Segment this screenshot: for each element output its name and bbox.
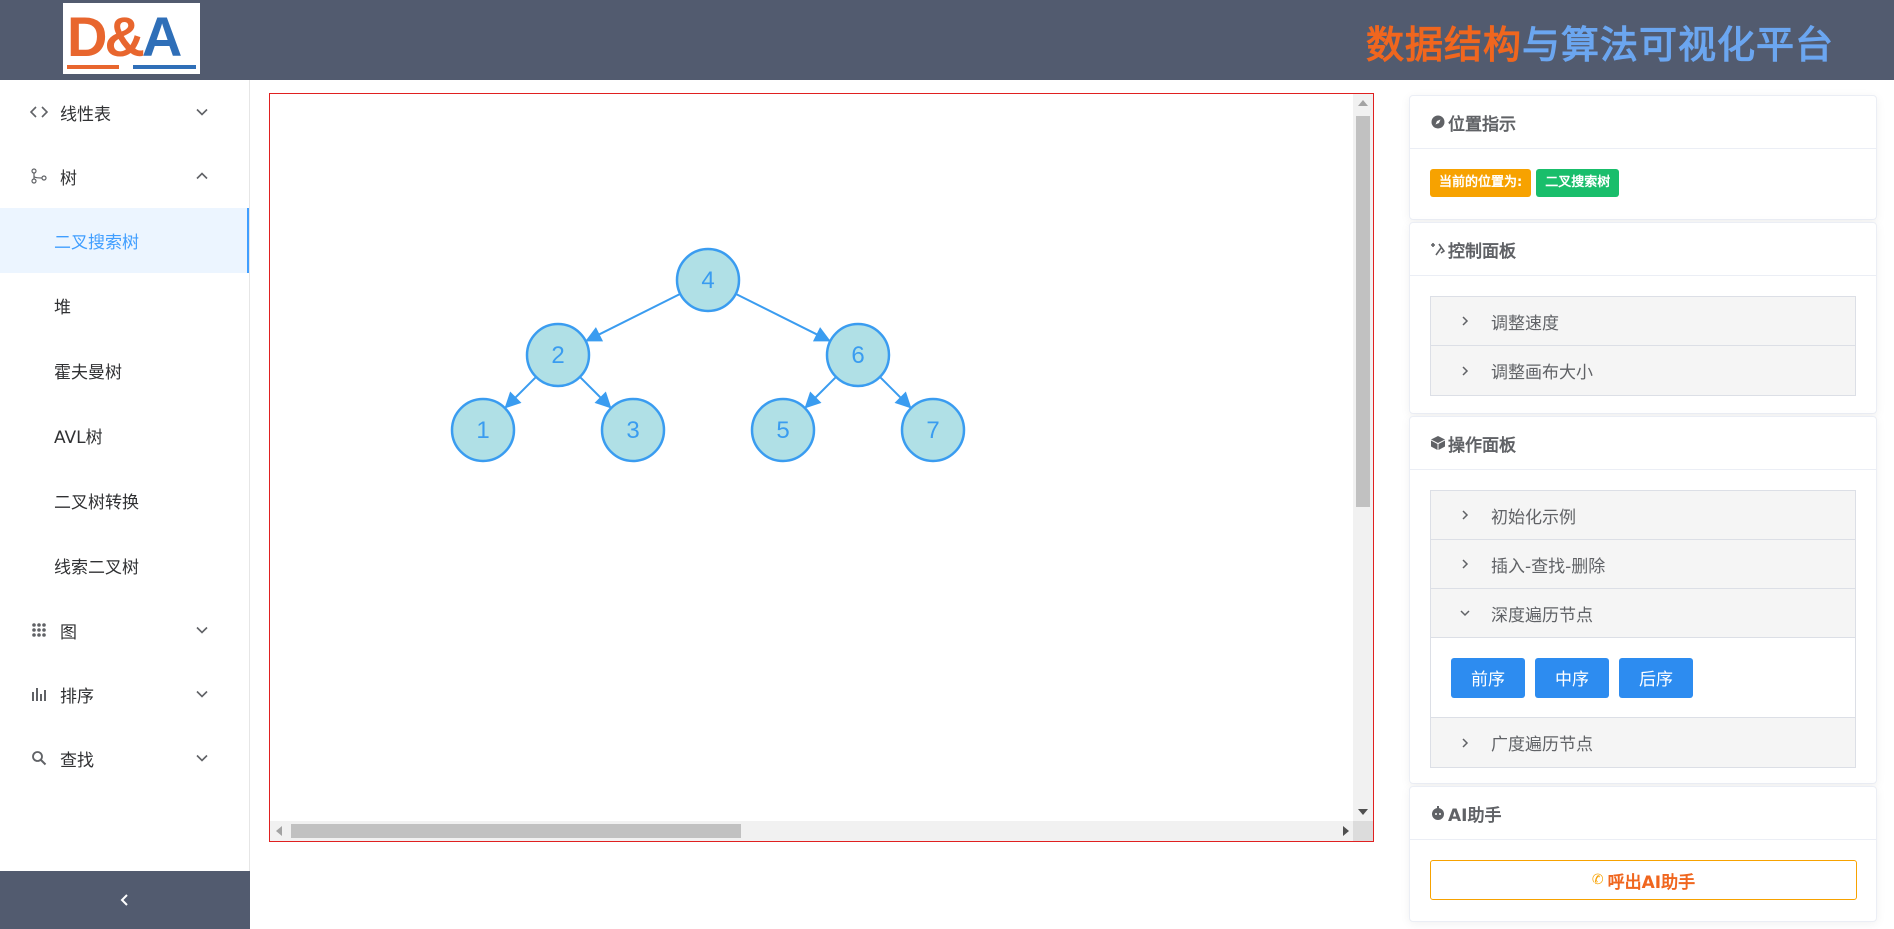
control-panel-title: 控制面板 bbox=[1448, 241, 1516, 262]
chevron-right-icon bbox=[1462, 737, 1469, 748]
collapse-item-insert-find-delete[interactable]: 插入-查找-删除 bbox=[1431, 540, 1855, 589]
tree-node-circle bbox=[600, 397, 666, 463]
visualization-canvas[interactable]: 4 2 6 1 3 5 7 bbox=[269, 93, 1374, 842]
dfs-buttons-area: 前序 中序 后序 bbox=[1431, 638, 1855, 718]
chevron-right-icon bbox=[1462, 365, 1469, 376]
collapse-item-speed[interactable]: 调整速度 bbox=[1431, 297, 1855, 346]
search-icon bbox=[30, 749, 48, 767]
tree-node[interactable]: 7 bbox=[900, 397, 966, 463]
robot-icon bbox=[1430, 805, 1446, 821]
tree-node-circle bbox=[675, 247, 741, 313]
horizontal-scrollbar[interactable] bbox=[270, 821, 1355, 841]
sidebar-item-avl[interactable]: AVL树 bbox=[54, 428, 103, 448]
control-panel: 控制面板 调整速度 调整画布大小 bbox=[1409, 222, 1877, 414]
top-header: D&A 数据结构与算法可视化平台 bbox=[0, 0, 1894, 80]
chevron-down-icon bbox=[196, 108, 208, 116]
tree-node-label: 5 bbox=[776, 417, 789, 444]
tree-edge bbox=[804, 376, 837, 409]
tree-node[interactable]: 3 bbox=[600, 397, 666, 463]
phone-icon: ✆ bbox=[1591, 872, 1604, 888]
tree-node-circle bbox=[750, 397, 816, 463]
code-icon bbox=[30, 103, 48, 121]
chevron-up-icon bbox=[196, 172, 208, 180]
tree-node-label: 3 bbox=[626, 417, 639, 444]
tree-icon bbox=[30, 167, 48, 185]
menu-tree[interactable]: 树 bbox=[0, 144, 249, 208]
grid-icon bbox=[30, 621, 48, 639]
bst-diagram: 4 2 6 1 3 5 7 bbox=[450, 247, 966, 463]
chevron-right-icon bbox=[1462, 559, 1469, 569]
collapse-item-bfs[interactable]: 广度遍历节点 bbox=[1431, 718, 1855, 767]
vertical-scroll-thumb[interactable] bbox=[1356, 116, 1370, 507]
sidebar-item-bst[interactable]: 二叉搜索树 bbox=[0, 208, 249, 273]
ai-panel: AI助手 ✆ 呼出AI助手 bbox=[1409, 786, 1877, 922]
collapse-item-canvas-size[interactable]: 调整画布大小 bbox=[1431, 346, 1855, 395]
sidebar-item-tree-convert[interactable]: 二叉树转换 bbox=[54, 493, 139, 513]
vertical-scrollbar[interactable] bbox=[1353, 94, 1373, 821]
tree-node-label: 2 bbox=[551, 342, 564, 369]
tree-node-label: 4 bbox=[701, 267, 714, 294]
position-panel: 位置指示 当前的位置为: 二叉搜索树 bbox=[1409, 95, 1877, 220]
chevron-right-icon bbox=[1462, 510, 1469, 520]
position-panel-title: 位置指示 bbox=[1448, 114, 1516, 135]
compass-icon bbox=[1430, 114, 1446, 130]
chevron-down-icon bbox=[1460, 610, 1470, 617]
tree-edge bbox=[735, 292, 831, 342]
tree-edge bbox=[585, 292, 681, 342]
ai-panel-title: AI助手 bbox=[1448, 805, 1502, 826]
tree-edge bbox=[879, 376, 912, 409]
collapse-item-dfs[interactable]: 深度遍历节点 bbox=[1431, 589, 1855, 638]
tree-node[interactable]: 2 bbox=[525, 322, 591, 388]
menu-search[interactable]: 查找 bbox=[0, 726, 249, 790]
tree-node[interactable]: 5 bbox=[750, 397, 816, 463]
preorder-button[interactable]: 前序 bbox=[1451, 657, 1525, 698]
tree-node-circle bbox=[825, 322, 891, 388]
tree-node[interactable]: 6 bbox=[825, 322, 891, 388]
tree-node[interactable]: 1 bbox=[450, 397, 516, 463]
tree-node-circle bbox=[900, 397, 966, 463]
sidebar-item-huffman[interactable]: 霍夫曼树 bbox=[54, 363, 122, 383]
operation-panel-title: 操作面板 bbox=[1448, 435, 1516, 456]
chevron-down-icon bbox=[196, 690, 208, 698]
operation-panel: 操作面板 初始化示例 插入-查找-删除 深度遍历节点 前序 中序 后序 bbox=[1409, 416, 1877, 784]
menu-sort[interactable]: 排序 bbox=[0, 662, 249, 726]
cube-icon bbox=[1430, 435, 1446, 451]
menu-graph[interactable]: 图 bbox=[0, 598, 249, 662]
sidebar-collapse-button[interactable] bbox=[0, 871, 250, 929]
tree-node-label: 6 bbox=[851, 342, 864, 369]
chevron-down-icon bbox=[196, 626, 208, 634]
postorder-button[interactable]: 后序 bbox=[1619, 657, 1693, 698]
app-title: 数据结构与算法可视化平台 bbox=[1365, 23, 1834, 67]
open-ai-assistant-button[interactable]: ✆ 呼出AI助手 bbox=[1430, 860, 1857, 900]
bar-chart-icon bbox=[30, 685, 48, 703]
tree-node-label: 7 bbox=[926, 417, 939, 444]
sidebar: 线性表 树 二叉搜索树 堆 霍夫曼树 AVL树 二叉树转换 线索二叉树 图 排序… bbox=[0, 80, 250, 929]
tool-icon bbox=[1430, 241, 1446, 257]
chevron-down-icon bbox=[196, 754, 208, 762]
sidebar-item-threaded[interactable]: 线索二叉树 bbox=[54, 558, 139, 578]
position-value-tag: 二叉搜索树 bbox=[1536, 169, 1620, 197]
sidebar-item-heap[interactable]: 堆 bbox=[54, 298, 71, 318]
tree-node-circle bbox=[450, 397, 516, 463]
inorder-button[interactable]: 中序 bbox=[1535, 657, 1609, 698]
tree-node-circle bbox=[525, 322, 591, 388]
collapse-item-init-example[interactable]: 初始化示例 bbox=[1431, 491, 1855, 540]
tree-edge bbox=[504, 376, 537, 409]
tree-node-label: 1 bbox=[476, 417, 489, 444]
operation-collapse: 初始化示例 插入-查找-删除 深度遍历节点 前序 中序 后序 广度遍历节点 bbox=[1430, 490, 1856, 768]
chevron-right-icon bbox=[1462, 316, 1469, 326]
position-label-tag: 当前的位置为: bbox=[1430, 169, 1532, 197]
chevron-left-icon bbox=[120, 894, 128, 906]
tree-node[interactable]: 4 bbox=[675, 247, 741, 313]
horizontal-scroll-thumb[interactable] bbox=[291, 824, 741, 838]
control-collapse: 调整速度 调整画布大小 bbox=[1430, 296, 1856, 396]
tree-edge bbox=[579, 376, 612, 409]
menu-linear-list[interactable]: 线性表 bbox=[0, 80, 249, 144]
app-logo: D&A bbox=[63, 3, 200, 74]
